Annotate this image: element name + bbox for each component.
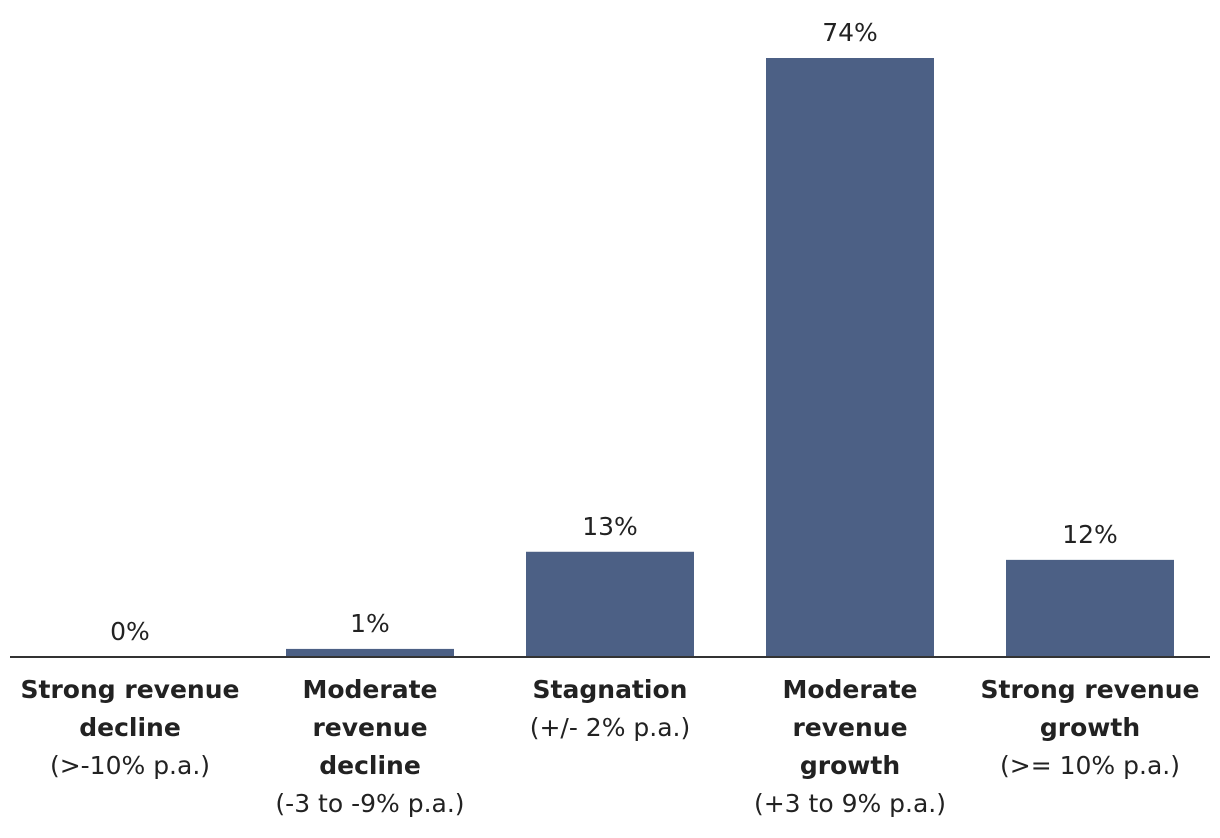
bar-2 (286, 648, 454, 657)
category-label-line: growth (1040, 713, 1140, 742)
bar-4 (766, 58, 934, 657)
category-sublabel: (>= 10% p.a.) (1000, 751, 1180, 780)
category-label-line: revenue (792, 713, 907, 742)
category-sublabel: (+/- 2% p.a.) (530, 713, 691, 742)
bar-3 (526, 551, 694, 657)
category-label-line: Stagnation (533, 675, 688, 704)
bars-layer (286, 58, 1174, 657)
category-label-line: Strong revenue (981, 675, 1200, 704)
category-label-1: Strong revenue decline (>-10% p.a.) (21, 675, 240, 780)
category-label-line: growth (800, 751, 900, 780)
category-label-5: Strong revenue growth (>= 10% p.a.) (981, 675, 1200, 780)
category-sublabel: (>-10% p.a.) (50, 751, 210, 780)
category-sublabel: (-3 to -9% p.a.) (275, 789, 464, 818)
value-label-2: 1% (350, 609, 390, 638)
value-label-3: 13% (582, 512, 638, 541)
bar-5 (1006, 559, 1174, 657)
value-label-1: 0% (110, 617, 150, 646)
category-label-line: Moderate (302, 675, 437, 704)
category-label-4: Moderate revenue growth (+3 to 9% p.a.) (754, 675, 946, 818)
category-label-line: decline (319, 751, 421, 780)
category-sublabel: (+3 to 9% p.a.) (754, 789, 946, 818)
category-label-2: Moderate revenue decline (-3 to -9% p.a.) (275, 675, 464, 818)
category-label-line: revenue (312, 713, 427, 742)
category-label-line: decline (79, 713, 181, 742)
category-labels-layer: Strong revenue decline (>-10% p.a.) Moderat… (21, 675, 1200, 818)
value-labels-layer: 0% 1% 13% 74% 12% (110, 18, 1118, 646)
category-label-line: Strong revenue (21, 675, 240, 704)
value-label-5: 12% (1062, 520, 1118, 549)
value-label-4: 74% (822, 18, 878, 47)
category-label-3: Stagnation (+/- 2% p.a.) (530, 675, 691, 742)
category-label-line: Moderate (782, 675, 917, 704)
